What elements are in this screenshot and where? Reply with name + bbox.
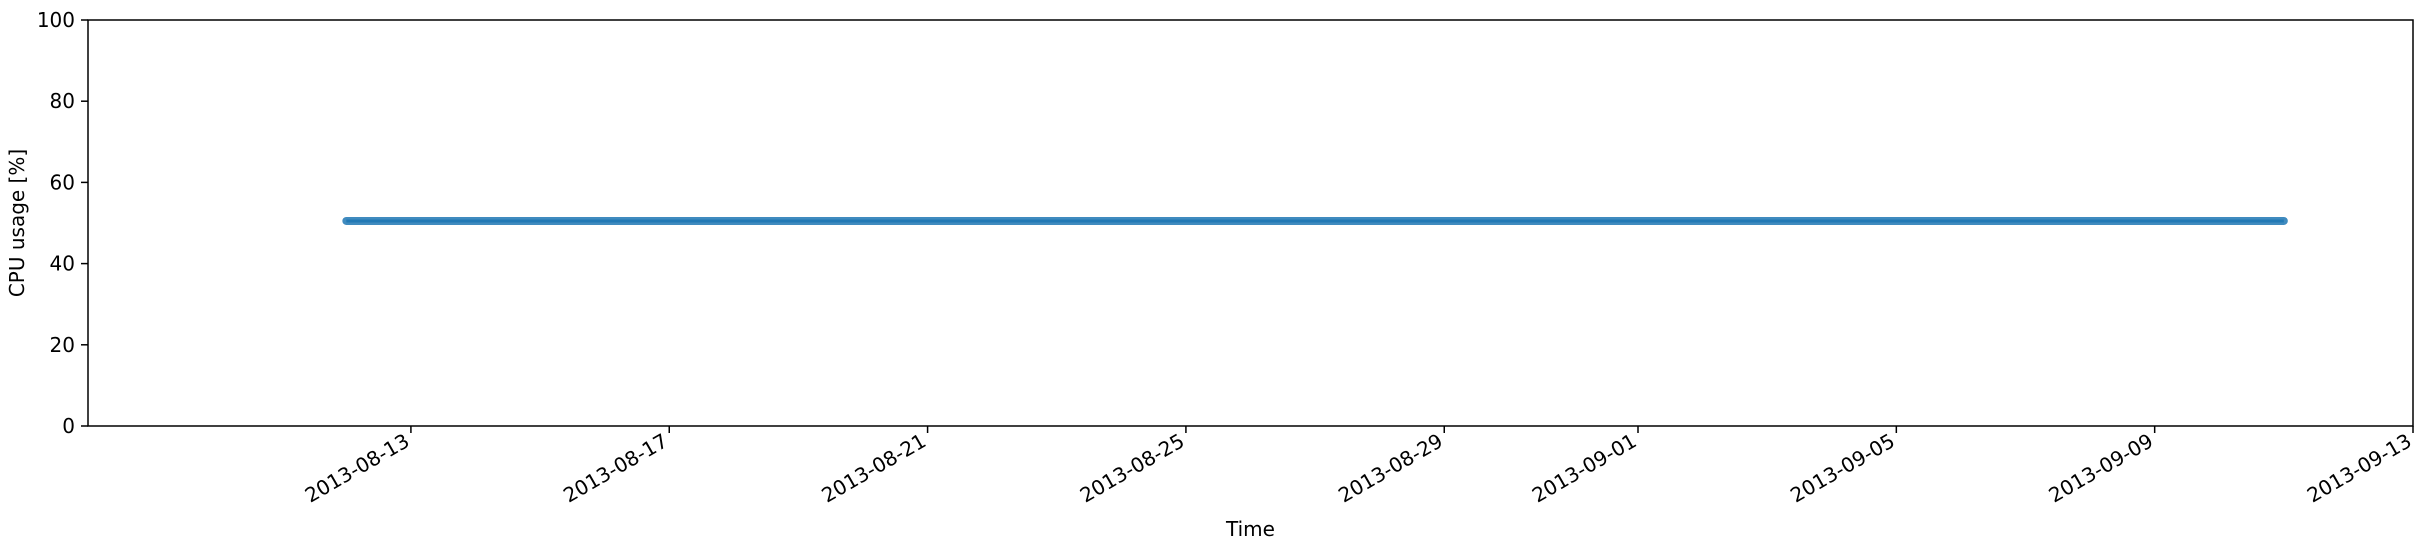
x-tick-label-4: 2013-08-29 (1334, 429, 1447, 508)
x-axis-label: Time (1225, 517, 1275, 541)
y-tick-label-5: 100 (37, 8, 75, 32)
plot-frame (87, 19, 2414, 427)
y-tick-label-0: 0 (62, 414, 75, 438)
plot-area (87, 19, 2414, 427)
x-tick-label-8: 2013-09-13 (2303, 429, 2416, 508)
y-tick-label-4: 80 (50, 89, 75, 113)
y-tick-label-3: 60 (50, 170, 75, 194)
y-axis: 0 20 40 60 80 100 (37, 8, 88, 438)
y-tick-label-2: 40 (50, 252, 75, 276)
x-tick-label-1: 2013-08-17 (559, 429, 672, 508)
y-tick-label-1: 20 (50, 333, 75, 357)
x-tick-label-0: 2013-08-13 (301, 429, 414, 508)
x-tick-label-5: 2013-09-01 (1528, 429, 1641, 508)
x-tick-label-3: 2013-08-25 (1076, 429, 1189, 508)
x-axis: 2013-08-13 2013-08-17 2013-08-21 2013-08-25… (301, 426, 2416, 507)
x-tick-label-2: 2013-08-21 (817, 429, 930, 508)
x-tick-label-6: 2013-09-05 (1786, 429, 1899, 508)
y-axis-label: CPU usage [%] (5, 149, 29, 297)
x-tick-label-7: 2013-09-09 (2045, 429, 2158, 508)
